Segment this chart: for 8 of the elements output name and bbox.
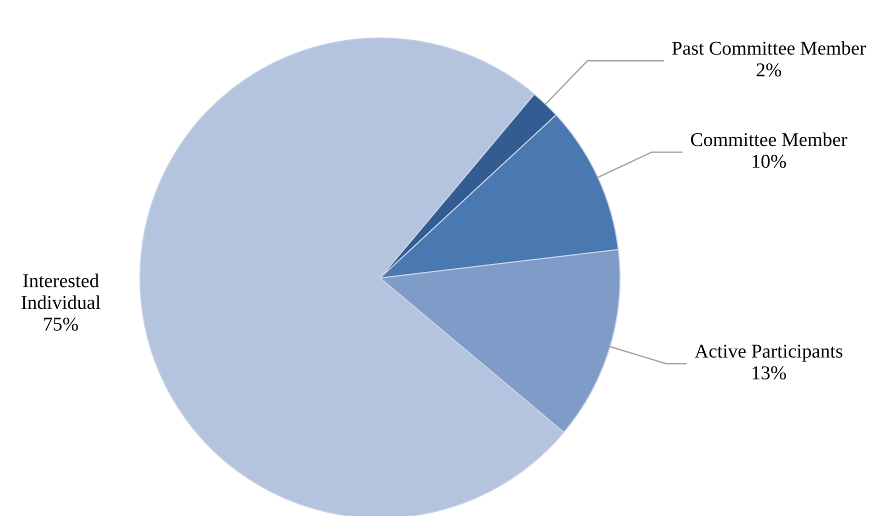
slice-label: Committee Member	[691, 132, 848, 146]
slice-label: Active Participants	[694, 344, 842, 362]
data-label: 10%	[752, 154, 786, 168]
slice-label: Interested Individual	[22, 274, 100, 310]
data-label: 2%	[756, 63, 782, 77]
slice-label: Past Committee Member	[672, 41, 866, 55]
data-label: 13%	[752, 366, 786, 380]
data-label: 75%	[44, 318, 78, 331]
